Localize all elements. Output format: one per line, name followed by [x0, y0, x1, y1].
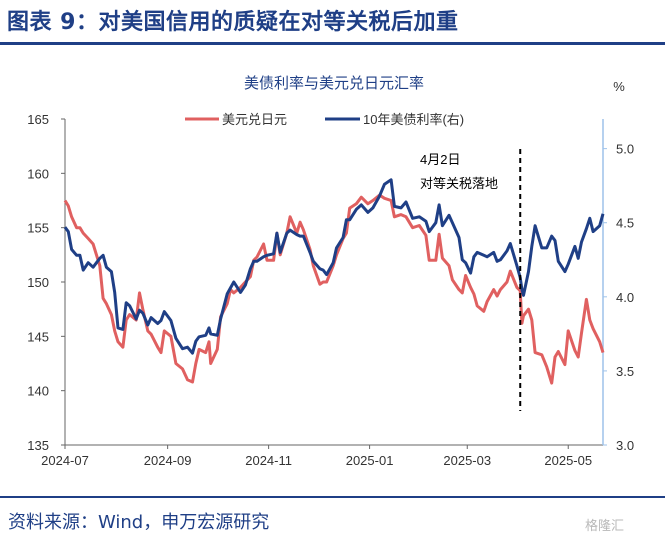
x-axis-tick-label: 2024-09	[144, 453, 192, 468]
watermark: 格隆汇	[585, 519, 625, 534]
event-annotation-date: 4月2日	[420, 152, 460, 167]
yield-series-line	[63, 178, 605, 355]
title-rule	[0, 42, 665, 45]
x-axis-tick-label: 2024-11	[245, 453, 292, 468]
chart: 美债利率与美元兑日元汇率 % 美元兑日元 10年美债利率(右) 135 140 14…	[27, 75, 634, 468]
left-axis-tick-label: 135	[27, 438, 49, 453]
figure-title: 图表 9：对美国信用的质疑在对等关税后加重	[7, 10, 459, 35]
left-axis-tick-label: 160	[27, 166, 49, 181]
left-axis-tick-label: 155	[27, 221, 49, 236]
left-axis-tick-label: 140	[27, 384, 49, 399]
right-axis-tick-label: 3.5	[616, 364, 634, 379]
x-axis-tick-label: 2025-03	[443, 453, 491, 468]
left-axis-tick-label: 150	[27, 275, 49, 290]
axes: 135 140 145 150 155 160 165 3.0 3.5 4.0 4.5 5.0 2024…	[27, 112, 634, 468]
chart-title: 美债利率与美元兑日元汇率	[244, 75, 424, 92]
right-axis-tick-label: 4.0	[616, 290, 634, 305]
legend-label-yield: 10年美债利率(右)	[363, 112, 464, 127]
legend-label-usdjpy: 美元兑日元	[222, 112, 287, 127]
source-rule	[0, 496, 665, 498]
right-axis-tick-label: 5.0	[616, 142, 634, 157]
right-axis-tick-label: 4.5	[616, 216, 634, 231]
x-axis-tick-label: 2025-01	[346, 453, 394, 468]
source-note: 资料来源：Wind，申万宏源研究	[8, 512, 270, 533]
left-axis-tick-label: 165	[27, 112, 49, 127]
legend: 美元兑日元 10年美债利率(右)	[185, 112, 464, 127]
left-axis-tick-label: 145	[27, 329, 49, 344]
x-axis-tick-label: 2025-05	[544, 453, 592, 468]
event-annotation-text: 对等关税落地	[420, 176, 498, 191]
x-axis-tick-label: 2024-07	[41, 453, 89, 468]
right-axis-tick-label: 3.0	[616, 438, 634, 453]
right-axis-unit: %	[613, 79, 625, 94]
